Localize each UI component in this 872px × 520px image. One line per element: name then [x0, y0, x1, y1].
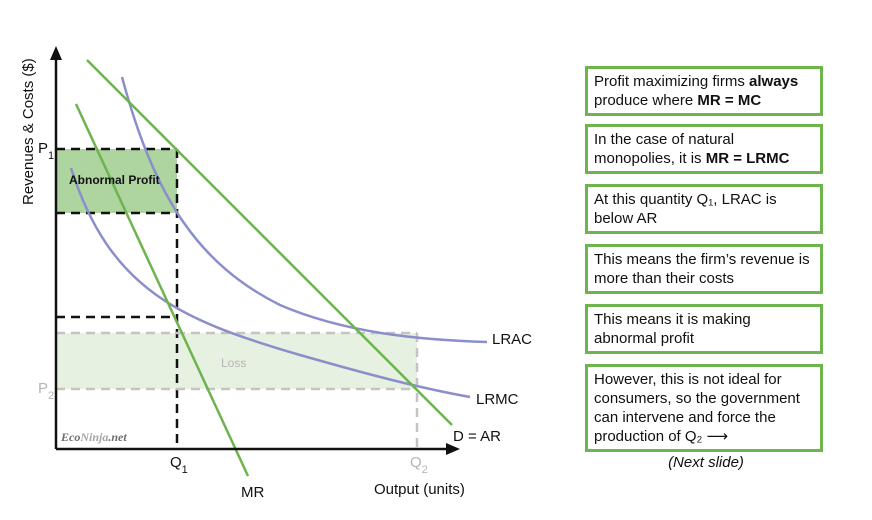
- mr-line: [74, 103, 250, 477]
- abnormal-profit-label: Abnormal Profit: [69, 173, 160, 187]
- y-axis-label: Revenues & Costs ($): [20, 58, 37, 205]
- note-quantity-q1: At this quantity Q₁, LRAC is below AR: [585, 184, 823, 234]
- x-axis-arrowhead: [446, 443, 460, 455]
- profit-guides: [56, 147, 179, 449]
- lrac-curve: [120, 76, 488, 344]
- mr-label: MR: [241, 484, 264, 501]
- q1-label: Q1: [170, 454, 188, 476]
- next-slide-caption: (Next slide): [668, 454, 744, 471]
- lrmc-label: LRMC: [476, 391, 519, 408]
- lrac-label: LRAC: [492, 331, 532, 348]
- econinja-watermark: EcoNinja.net: [60, 430, 127, 444]
- p2-label: P2: [38, 380, 54, 402]
- loss-guides: [56, 331, 419, 449]
- q2-label: Q2: [410, 454, 428, 476]
- note-revenue-costs: This means the firm’s revenue is more th…: [585, 244, 823, 294]
- note-natural-monopoly: In the case of natural monopolies, it is…: [585, 124, 823, 174]
- note-abnormal-profit: This means it is making abnormal profit: [585, 304, 823, 354]
- note-government-intervene: However, this is not ideal for consumers…: [585, 364, 823, 452]
- y-axis-arrowhead: [50, 46, 62, 60]
- x-axis-label: Output (units): [374, 481, 465, 498]
- p1-label: P1: [38, 140, 54, 162]
- axes: [54, 56, 450, 451]
- loss-label: Loss: [221, 356, 246, 370]
- natural-monopoly-diagram: Revenues & Costs ($) Output (units) P1 P…: [20, 46, 532, 501]
- demand-ar-label: D = AR: [453, 428, 501, 445]
- loss-area: [56, 333, 417, 389]
- note-profit-maximizing: Profit maximizing firms always produce w…: [585, 66, 823, 116]
- demand-ar-line: [86, 59, 453, 426]
